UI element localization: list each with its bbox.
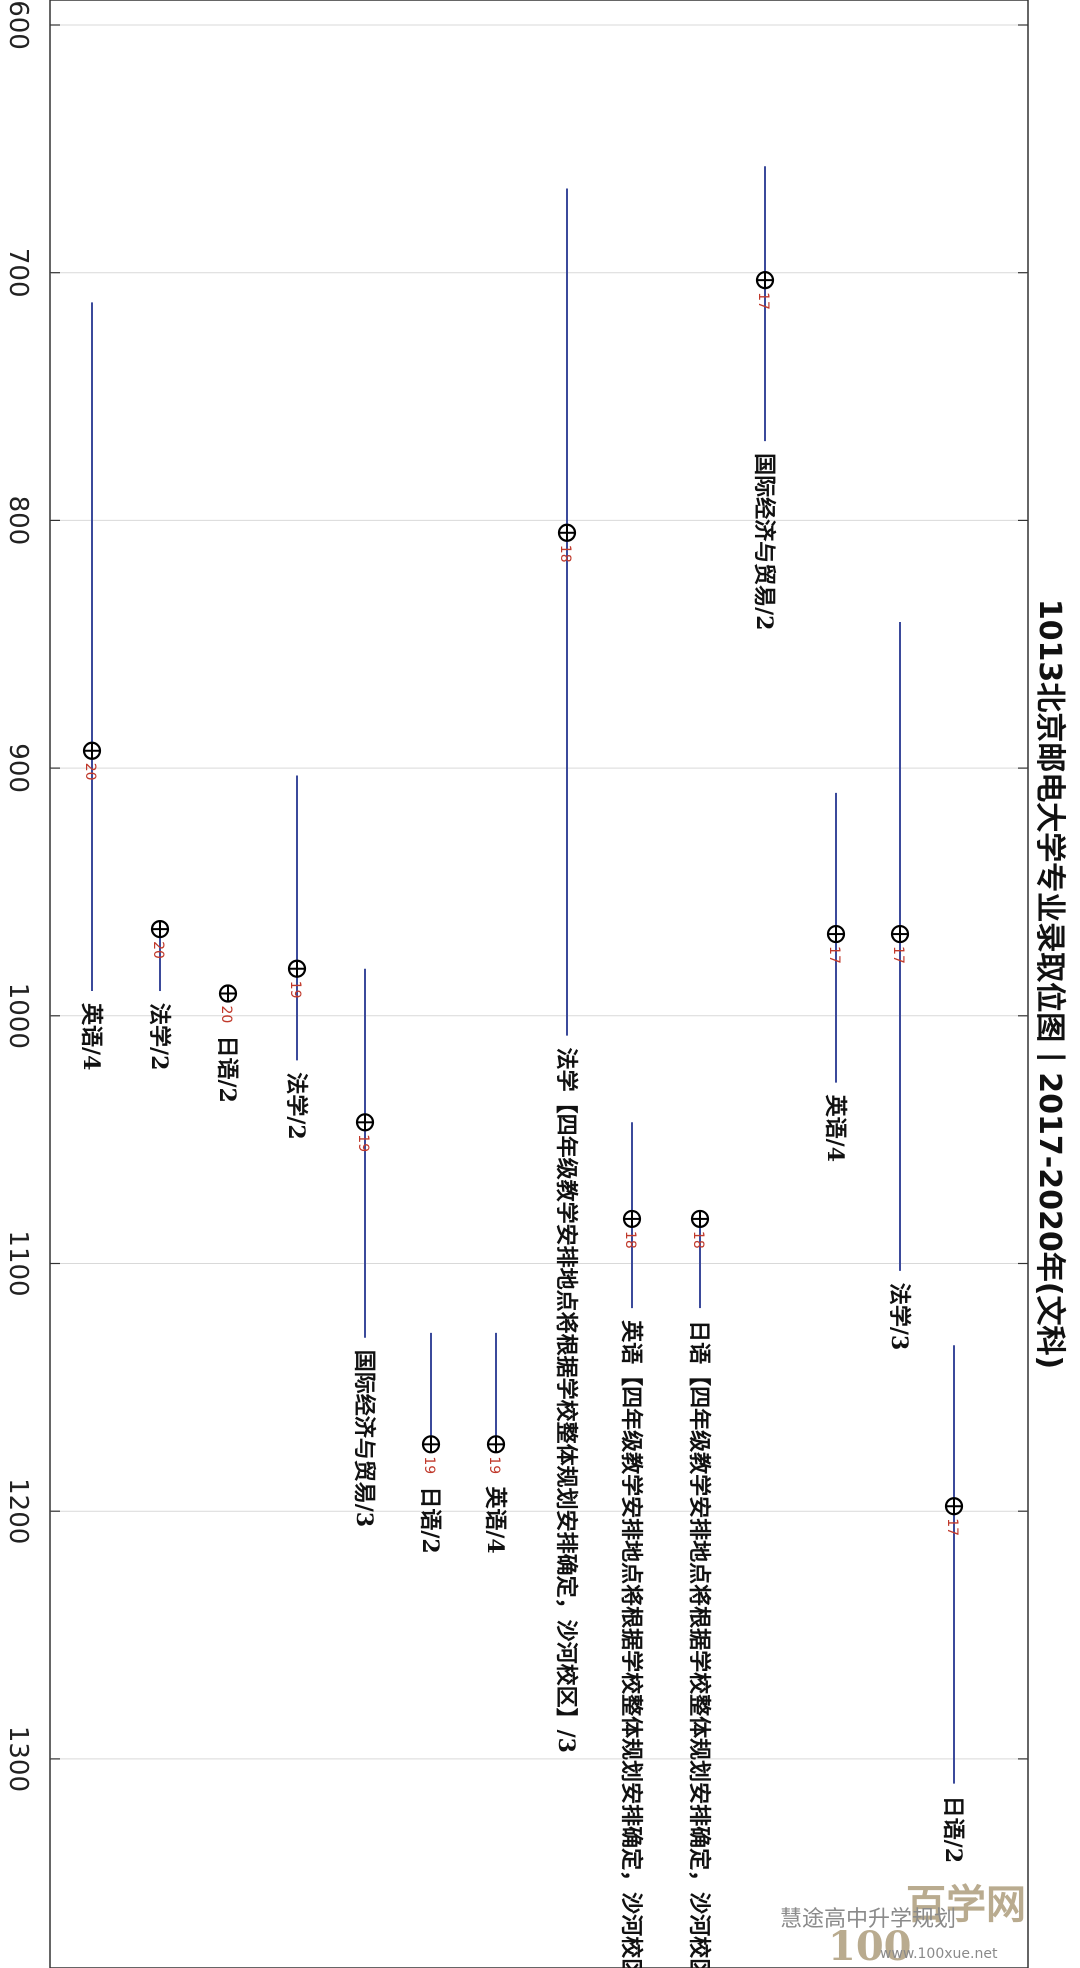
data-point-group: 20 日语/2 <box>214 984 240 1103</box>
major-label: 日语/2 <box>214 1036 240 1103</box>
major-label: 英语/4 <box>78 1003 104 1070</box>
major-label: 日语【四年级教学安排地点将根据学校整体规划安排确定，沙河校区】/2 <box>686 1320 712 1968</box>
year-label: 20 <box>218 1006 234 1024</box>
tick-label: 600 <box>3 0 33 50</box>
year-label: 18 <box>622 1231 638 1249</box>
major-label: 日语/2 <box>940 1796 966 1863</box>
series: 17 日语/2 17 法学/3 17 英语/4 17 国际经济与贸易/2 18 日语【四年级教学安… <box>78 166 966 1968</box>
data-point-group: 19 国际经济与贸易/3 <box>351 968 377 1527</box>
watermark-brand: 百学网 <box>906 1881 1026 1928</box>
data-point-group: 17 英语/4 <box>822 792 848 1162</box>
year-label: 20 <box>150 941 166 959</box>
axis-ticks: 600 700 800 900 1000 1100 1200 1300 <box>3 0 1028 1792</box>
data-point-group: 20 英语/4 <box>78 302 104 1070</box>
watermark-account: 慧途高中升学规划 <box>780 1907 956 1932</box>
major-label: 英语/4 <box>822 1095 848 1162</box>
year-label: 17 <box>890 946 906 964</box>
major-label: 法学/2 <box>146 1003 172 1070</box>
chart-title: 1013北京邮电大学专业录取位图丨2017-2020年(文科) <box>1032 599 1067 1369</box>
year-label: 20 <box>82 763 98 781</box>
major-label: 英语【四年级教学安排地点将根据学校整体规划安排确定，沙河校区】/2 <box>618 1320 644 1968</box>
year-label: 19 <box>421 1456 437 1474</box>
watermark-url: www.100xue.net <box>880 1946 998 1962</box>
year-label: 17 <box>755 292 771 310</box>
data-point-group: 20 法学/2 <box>146 920 172 1070</box>
year-label: 17 <box>944 1518 960 1536</box>
tick-label: 1000 <box>3 983 33 1049</box>
year-label: 17 <box>826 946 842 964</box>
year-label: 18 <box>690 1231 706 1249</box>
data-point-group: 19 法学/2 <box>283 775 309 1140</box>
data-point-group: 18 日语【四年级教学安排地点将根据学校整体规划安排确定，沙河校区】/2 <box>686 1209 712 1968</box>
data-point-group: 19 日语/2 <box>417 1332 443 1554</box>
tick-label: 1300 <box>3 1726 33 1792</box>
data-point-group: 18 英语【四年级教学安排地点将根据学校整体规划安排确定，沙河校区】/2 <box>618 1122 644 1968</box>
major-label: 法学/2 <box>283 1072 309 1139</box>
data-point-group: 19 英语/4 <box>482 1332 508 1554</box>
grid-lines <box>50 24 1028 1760</box>
major-label: 法学/3 <box>886 1283 912 1350</box>
year-label: 19 <box>287 981 303 999</box>
major-label: 国际经济与贸易/2 <box>751 453 777 630</box>
tick-label: 1200 <box>3 1478 33 1544</box>
tick-label: 900 <box>3 743 33 793</box>
data-point-group: 17 国际经济与贸易/2 <box>751 166 777 630</box>
watermark: 100 百学网 慧途高中升学规划 www.100xue.net <box>780 1881 1026 1968</box>
data-point-group: 18 法学【四年级教学安排地点将根据学校整体规划安排确定，沙河校区】/3 <box>553 188 579 1753</box>
data-point-group: 17 日语/2 <box>940 1345 966 1863</box>
year-label: 19 <box>486 1456 502 1474</box>
major-label: 法学【四年级教学安排地点将根据学校整体规划安排确定，沙河校区】/3 <box>553 1048 579 1753</box>
major-label: 日语/2 <box>417 1486 443 1553</box>
tick-label: 1100 <box>3 1230 33 1296</box>
tick-label: 700 <box>3 248 33 298</box>
tick-label: 800 <box>3 496 33 546</box>
major-label: 英语/4 <box>482 1486 508 1553</box>
data-point-group: 17 法学/3 <box>886 621 912 1350</box>
plot-frame <box>49 0 1029 1968</box>
year-label: 18 <box>557 545 573 563</box>
watermark-logo: 100 <box>828 1923 912 1968</box>
major-label: 国际经济与贸易/3 <box>351 1350 377 1527</box>
year-label: 19 <box>355 1134 371 1152</box>
